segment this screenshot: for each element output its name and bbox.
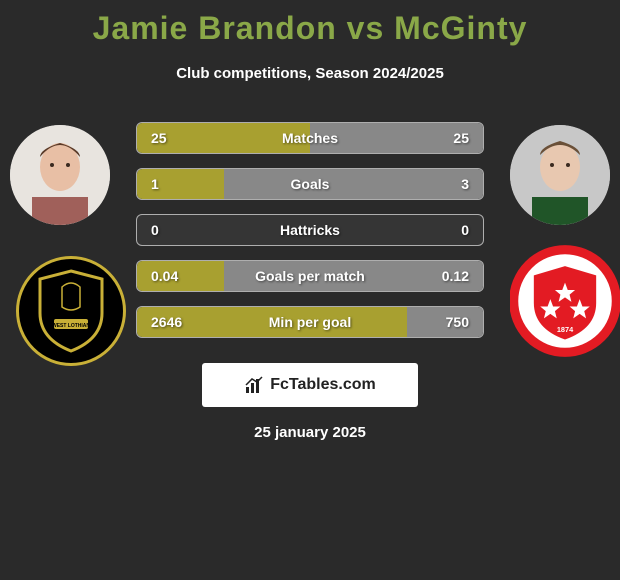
crest-icon: 1874	[510, 241, 620, 361]
stat-label: Goals per match	[137, 268, 483, 284]
player-right-avatar	[510, 125, 610, 225]
date-label: 25 january 2025	[0, 424, 620, 441]
stat-value-right: 750	[446, 314, 469, 330]
subtitle: Club competitions, Season 2024/2025	[0, 65, 620, 82]
stat-label: Goals	[137, 176, 483, 192]
avatar-placeholder-icon	[10, 125, 110, 225]
stat-value-right: 0	[461, 222, 469, 238]
comparison-card: Jamie Brandon vs McGinty Club competitio…	[0, 0, 620, 580]
svg-text:1874: 1874	[557, 325, 574, 334]
stat-value-right: 0.12	[442, 268, 469, 284]
team-right-crest: 1874	[510, 246, 620, 356]
stat-label: Matches	[137, 130, 483, 146]
stat-row: 0.04Goals per match0.12	[136, 260, 484, 292]
stat-row: 1Goals3	[136, 168, 484, 200]
shield-icon: WEST LOTHIAN	[34, 269, 108, 353]
avatar-placeholder-icon	[510, 125, 610, 225]
stat-row: 2646Min per goal750	[136, 306, 484, 338]
team-left-crest: WEST LOTHIAN	[16, 256, 126, 366]
stat-row: 0Hattricks0	[136, 214, 484, 246]
stat-label: Min per goal	[137, 314, 483, 330]
svg-text:WEST LOTHIAN: WEST LOTHIAN	[52, 323, 90, 329]
stat-label: Hattricks	[137, 222, 483, 238]
page-title: Jamie Brandon vs McGinty	[0, 0, 620, 47]
stat-value-right: 3	[461, 176, 469, 192]
player-left-avatar	[10, 125, 110, 225]
chart-icon	[244, 375, 264, 395]
stats-panel: 25Matches25 1Goals3 0Hattricks0 0.04Goals p…	[136, 122, 484, 352]
fctables-logo: FcTables.com	[202, 363, 418, 407]
logo-text: FcTables.com	[270, 376, 376, 394]
stat-value-right: 25	[453, 130, 469, 146]
stat-row: 25Matches25	[136, 122, 484, 154]
